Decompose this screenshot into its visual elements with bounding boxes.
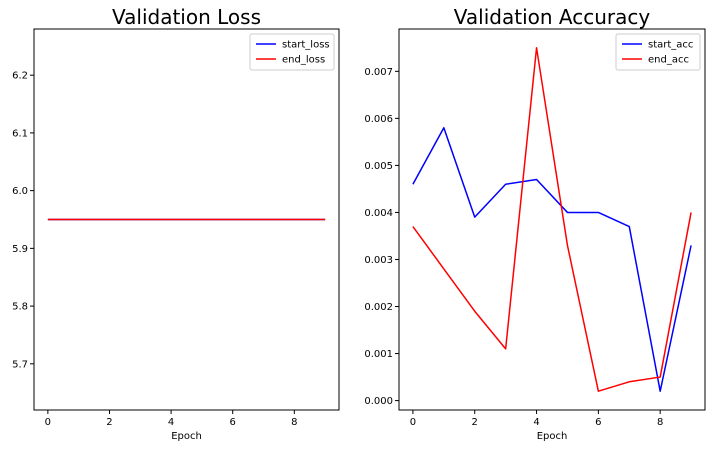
legend-label: end_loss <box>282 55 325 66</box>
axes-frame <box>33 28 340 411</box>
x-tick-label: 2 <box>106 417 112 428</box>
x-tick-label: 2 <box>472 417 478 428</box>
x-tick-label: 0 <box>45 417 51 428</box>
chart-1: Validation Accuracy 0.000 0.001 0.002 0.003 0… <box>364 5 706 442</box>
x-tick-label: 8 <box>657 417 663 428</box>
y-tick-label: 0.007 <box>364 67 393 78</box>
x-tick-label: 6 <box>230 417 236 428</box>
legend: start_acc end_acc <box>615 33 701 71</box>
legend-label: end_acc <box>648 55 689 66</box>
x-tick-label: 6 <box>595 417 601 428</box>
x-tick-label: 8 <box>291 417 297 428</box>
chart-title: Validation Loss <box>112 5 261 29</box>
chart-title: Validation Accuracy <box>454 5 651 29</box>
x-axis-label: Epoch <box>171 431 202 442</box>
y-tick-label: 0.005 <box>364 161 393 172</box>
x-axis-label: Epoch <box>537 431 568 442</box>
series-line-end_acc <box>412 47 692 392</box>
legend-frame <box>249 33 335 71</box>
legend: start_loss end_loss <box>249 33 335 71</box>
axes-frame <box>398 28 706 411</box>
y-tick-label: 6.1 <box>12 128 28 139</box>
y-tick-label: 5.9 <box>12 244 28 255</box>
legend-frame <box>615 33 701 71</box>
series-line-start_acc <box>412 127 692 392</box>
y-tick-label: 5.7 <box>12 359 28 370</box>
x-tick-label: 4 <box>533 417 539 428</box>
x-tick-label: 4 <box>168 417 174 428</box>
y-tick-label: 0.003 <box>364 255 393 266</box>
y-tick-label: 5.8 <box>12 302 28 313</box>
legend-label: start_loss <box>282 40 330 51</box>
chart-0: Validation Loss 5.7 5.8 5.9 6.0 6.1 6.2 0 2 4 6 8 Ep… <box>12 5 340 442</box>
legend-label: start_acc <box>648 40 693 51</box>
y-tick-label: 0.001 <box>364 349 393 360</box>
x-tick-label: 0 <box>410 417 416 428</box>
y-tick-label: 0.002 <box>364 302 393 313</box>
y-tick-label: 6.2 <box>12 71 28 82</box>
y-tick-label: 0.000 <box>364 396 393 407</box>
y-tick-label: 0.006 <box>364 114 393 125</box>
y-tick-label: 0.004 <box>364 208 393 219</box>
y-tick-label: 6.0 <box>12 186 28 197</box>
